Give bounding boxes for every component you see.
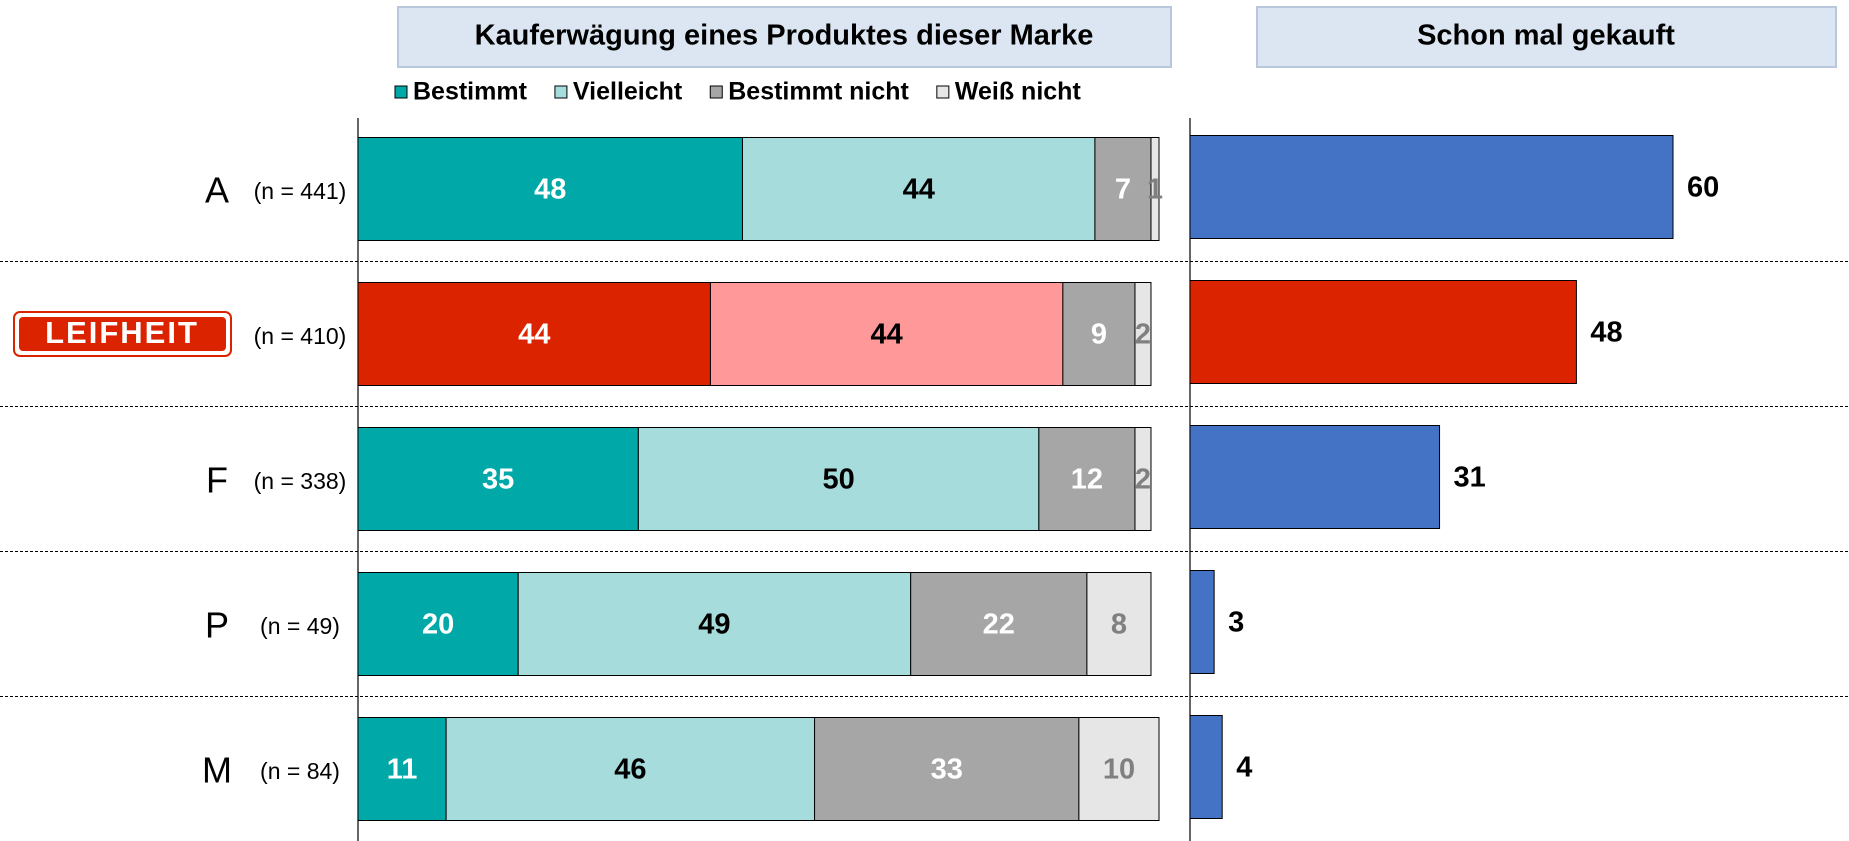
bar	[1189, 280, 1577, 384]
bar	[1189, 135, 1674, 239]
legend-label: Bestimmt	[413, 78, 528, 106]
category-label: P	[205, 605, 229, 646]
legend-label: Bestimmt nicht	[728, 78, 909, 106]
bar-segment	[814, 717, 1080, 821]
bar-segment	[1062, 282, 1136, 386]
bar-segment	[1150, 137, 1160, 241]
category-label: F	[206, 460, 228, 501]
data-label: 33	[931, 754, 963, 786]
bar	[1189, 715, 1223, 819]
data-label: 60	[1687, 172, 1719, 204]
bar-segment	[357, 282, 711, 386]
data-label: 9	[1091, 319, 1107, 351]
data-label: 44	[871, 319, 903, 351]
bar-segment	[445, 717, 816, 821]
bar-segment	[1078, 717, 1160, 821]
legend-swatch	[936, 85, 950, 99]
data-label: 12	[1071, 464, 1103, 496]
data-label: 48	[1590, 317, 1622, 349]
data-label: 48	[534, 174, 566, 206]
data-label: 2	[1135, 319, 1151, 351]
legend-label: Vielleicht	[573, 78, 683, 106]
bar-segment	[357, 427, 639, 531]
data-label: 11	[387, 754, 418, 786]
category-note: (n = 410)	[254, 323, 347, 349]
bar-segment	[1038, 427, 1136, 531]
data-label: 50	[822, 464, 854, 496]
data-label: 3	[1228, 607, 1244, 639]
data-label: 35	[482, 464, 514, 496]
data-label: 44	[518, 319, 550, 351]
bar	[1189, 570, 1215, 674]
chart-title: Kauferwägung eines Produktes dieser Mark…	[475, 20, 1094, 52]
data-label: 49	[698, 609, 730, 641]
bar-segment	[741, 137, 1096, 241]
bar-segment	[1086, 572, 1152, 676]
data-label: 7	[1115, 174, 1131, 206]
category-note: (n = 49)	[260, 613, 340, 639]
category-label: A	[205, 170, 229, 211]
bar-segment	[1134, 427, 1152, 531]
bar-segment	[357, 572, 519, 676]
bar-segment	[357, 717, 447, 821]
title-box	[397, 6, 1172, 68]
legend-swatch	[554, 85, 568, 99]
logo-box	[19, 317, 226, 351]
data-label: 20	[422, 609, 454, 641]
bar-segment	[1134, 282, 1152, 386]
title-box	[1256, 6, 1837, 68]
category-note: (n = 84)	[260, 758, 340, 784]
chart-title: Schon mal gekauft	[1417, 20, 1675, 52]
category-note: (n = 441)	[254, 178, 347, 204]
category-note: (n = 338)	[254, 468, 347, 494]
data-label: 2	[1135, 464, 1151, 496]
bar-segment	[637, 427, 1040, 531]
legend-swatch	[394, 85, 408, 99]
data-label: 44	[903, 174, 935, 206]
bar-segment	[517, 572, 912, 676]
data-label: 31	[1454, 462, 1486, 494]
bar-segment	[910, 572, 1088, 676]
legend-label: Weiß nicht	[955, 78, 1082, 106]
data-label: 1	[1147, 174, 1163, 206]
bar	[1189, 425, 1441, 529]
data-label: 46	[614, 754, 646, 786]
category-label: M	[202, 750, 232, 791]
legend-swatch	[709, 85, 723, 99]
data-label: 8	[1111, 609, 1127, 641]
data-label: 22	[983, 609, 1015, 641]
bar-segment	[357, 137, 743, 241]
data-label: 10	[1103, 754, 1135, 786]
data-label: 4	[1236, 752, 1252, 784]
category-label: LEIFHEIT	[45, 315, 199, 350]
